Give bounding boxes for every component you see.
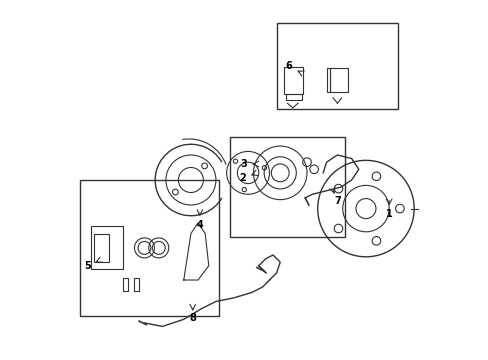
Bar [276, 23, 397, 109]
Text: 8: 8 [189, 312, 196, 323]
Bar [326, 68, 329, 93]
Bar [91, 226, 123, 269]
Bar [80, 180, 219, 316]
Text: 1: 1 [385, 209, 392, 219]
Text: 6: 6 [285, 61, 292, 71]
Text: 5: 5 [84, 261, 90, 271]
Bar [94, 234, 108, 262]
Bar [283, 67, 303, 94]
Bar [329, 68, 347, 93]
Text: 4: 4 [196, 220, 203, 230]
Text: 2: 2 [239, 173, 245, 183]
Text: 3: 3 [240, 159, 246, 169]
Text: 7: 7 [333, 197, 340, 206]
Bar [134, 278, 139, 291]
Bar [123, 278, 128, 291]
Bar [230, 137, 344, 237]
Bar [285, 94, 301, 100]
